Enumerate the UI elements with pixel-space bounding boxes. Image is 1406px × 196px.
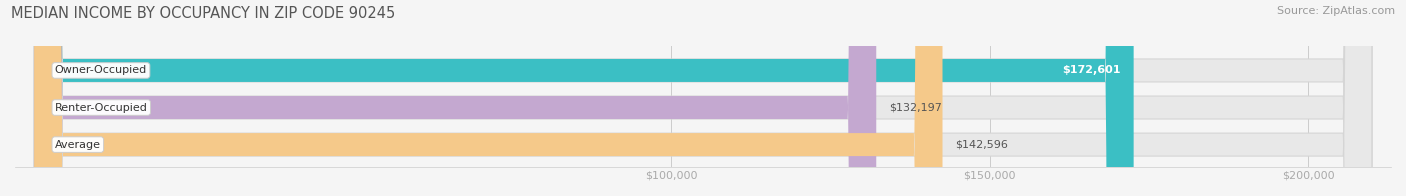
Text: $132,197: $132,197 [889, 103, 942, 113]
Text: Average: Average [55, 140, 101, 150]
Text: Source: ZipAtlas.com: Source: ZipAtlas.com [1277, 6, 1395, 16]
FancyBboxPatch shape [34, 0, 876, 196]
FancyBboxPatch shape [34, 0, 1372, 196]
Text: Owner-Occupied: Owner-Occupied [55, 65, 148, 75]
Text: $172,601: $172,601 [1063, 65, 1121, 75]
Text: $142,596: $142,596 [955, 140, 1008, 150]
FancyBboxPatch shape [34, 0, 942, 196]
Text: Renter-Occupied: Renter-Occupied [55, 103, 148, 113]
FancyBboxPatch shape [34, 0, 1372, 196]
FancyBboxPatch shape [34, 0, 1372, 196]
FancyBboxPatch shape [34, 0, 1133, 196]
Text: MEDIAN INCOME BY OCCUPANCY IN ZIP CODE 90245: MEDIAN INCOME BY OCCUPANCY IN ZIP CODE 9… [11, 6, 395, 21]
